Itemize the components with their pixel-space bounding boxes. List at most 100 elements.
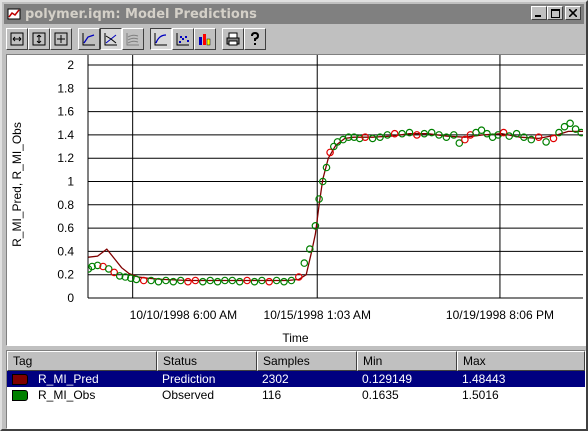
data-point-r-mi-obs [442,133,451,142]
data-point-r-mi-obs [390,129,399,138]
column-header-max[interactable]: Max [457,351,585,371]
app-icon[interactable] [7,7,21,21]
overlay-chart-button[interactable] [100,28,122,50]
data-point-r-mi-obs [571,125,580,133]
data-point-r-mi-obs [413,131,421,139]
print-button[interactable] [222,28,244,50]
data-point-r-mi-obs [315,195,323,203]
data-point-r-mi-obs [449,131,458,139]
line-chart-button[interactable] [78,28,100,50]
x-tick-label: 10/19/1998 8:06 PM [446,308,554,322]
data-point-r-mi-obs [169,277,178,286]
data-point-r-mi-obs [93,261,102,270]
trend-plot-icon [154,33,167,46]
data-point-r-mi-obs [184,277,192,286]
y-tick-label: 1 [67,175,74,189]
data-point-r-mi-obs [435,131,443,139]
data-point-r-mi-obs [542,138,550,146]
data-point-r-mi-obs [344,133,353,142]
x-axis-label: Time [282,331,309,345]
column-header-status[interactable]: Status [157,351,257,371]
table-row-r-mi-obs[interactable]: R_MI_Obs Observed 116 0.1635 1.5016 [7,387,585,403]
data-point-r-mi-obs [121,273,130,281]
x-tick-label: 10/15/1998 1:03 AM [264,308,371,322]
data-point-r-mi-obs [311,222,320,230]
bar-chart-icon [199,34,211,46]
samples-cell: 116 [262,388,282,402]
tag-list-header: Tag Status Samples Min Max [7,351,585,371]
data-point-r-mi-obs [368,134,377,143]
data-point-r-mi-obs [549,134,558,143]
data-point-r-mi-obs [350,133,358,142]
column-header-min[interactable]: Min [357,351,457,371]
max-cell: 1.48443 [462,372,506,386]
data-point-r-mi-obs [294,273,303,281]
data-point-r-mi-obs [483,129,491,138]
data-point-r-mi-obs [228,276,237,285]
toolbar [6,27,266,51]
close-button[interactable] [565,6,581,20]
data-point-r-mi-obs [139,276,148,285]
data-point-r-mi-obs [318,177,327,186]
data-point-r-mi-obs [265,277,274,286]
stacked-chart-button[interactable] [122,28,144,50]
data-point-r-mi-obs [154,277,163,286]
y-tick-label: 1.2 [57,151,74,165]
y-tick-label: 0.6 [57,221,74,235]
data-point-r-mi-obs [455,139,464,147]
data-point-r-mi-obs [420,129,429,138]
fit-both-button[interactable] [50,28,72,50]
fit-vertical-button[interactable] [28,28,50,50]
y-tick-label: 1.8 [57,81,74,95]
data-point-r-mi-obs [376,133,384,142]
data-point-r-mi-obs [250,277,259,286]
fit-horizontal-button[interactable] [6,28,28,50]
data-point-r-mi-obs [505,132,514,140]
samples-cell: 2302 [262,372,289,386]
scatter-plot-button[interactable] [172,28,194,50]
data-point-r-mi-obs [191,276,200,285]
data-point-r-mi-obs [355,134,364,143]
data-point-r-mi-obs [326,148,334,157]
maximize-icon [550,8,560,18]
min-cell: 0.1635 [362,388,399,402]
y-tick-label: 2 [67,58,74,72]
close-icon [569,9,577,17]
data-point-r-mi-obs [235,277,244,286]
line-chart-icon [82,33,95,46]
data-point-r-mi-obs [566,119,574,128]
trend-plot-button[interactable] [150,28,172,50]
data-point-r-mi-obs [213,277,222,286]
trend-chart[interactable]: 0 0.2 0.4 0.6 0.8 1 1.2 1.4 1.6 1.8 2 10/10/1998 6:… [7,55,585,345]
y-axis-label: R_MI_Pred, R_MI_Obs [10,122,24,247]
minimize-button[interactable] [531,6,547,20]
data-point-r-mi-obs [560,122,569,131]
minimize-icon [535,15,541,17]
plot-area[interactable] [88,55,583,298]
tag-name: R_MI_Obs [38,388,96,402]
window-title: polymer.iqm: Model Predictions [25,6,257,22]
tag-list[interactable]: Tag Status Samples Min Max R_MI_Pred Pre… [6,350,586,429]
plot-panel[interactable]: 0 0.2 0.4 0.6 0.8 1 1.2 1.4 1.6 1.8 2 10/10/1998 6:… [6,54,586,346]
min-cell: 0.129149 [362,372,413,386]
data-point-r-mi-obs [115,272,124,280]
column-header-tag[interactable]: Tag [7,351,157,371]
bar-chart-button[interactable] [194,28,216,50]
y-tick-label: 0.2 [57,268,74,282]
help-button[interactable] [244,28,266,50]
fit-both-icon [54,32,68,46]
title-bar[interactable]: polymer.iqm: Model Predictions [4,4,584,24]
data-point-r-mi-obs [110,268,119,277]
table-row-r-mi-pred[interactable]: R_MI_Pred Prediction 2302 0.129149 1.484… [7,371,585,387]
help-icon [251,31,261,45]
maximize-button[interactable] [547,6,563,20]
x-tick-label: 10/10/1998 6:00 AM [130,308,237,322]
data-point-r-mi-obs [162,276,170,285]
column-header-samples[interactable]: Samples [257,351,357,371]
data-point-r-mi-obs [258,276,266,285]
data-point-r-mi-obs [221,276,229,285]
data-point-r-mi-obs [199,277,207,286]
data-point-r-mi-obs [132,275,141,284]
data-point-r-mi-obs [527,135,536,144]
